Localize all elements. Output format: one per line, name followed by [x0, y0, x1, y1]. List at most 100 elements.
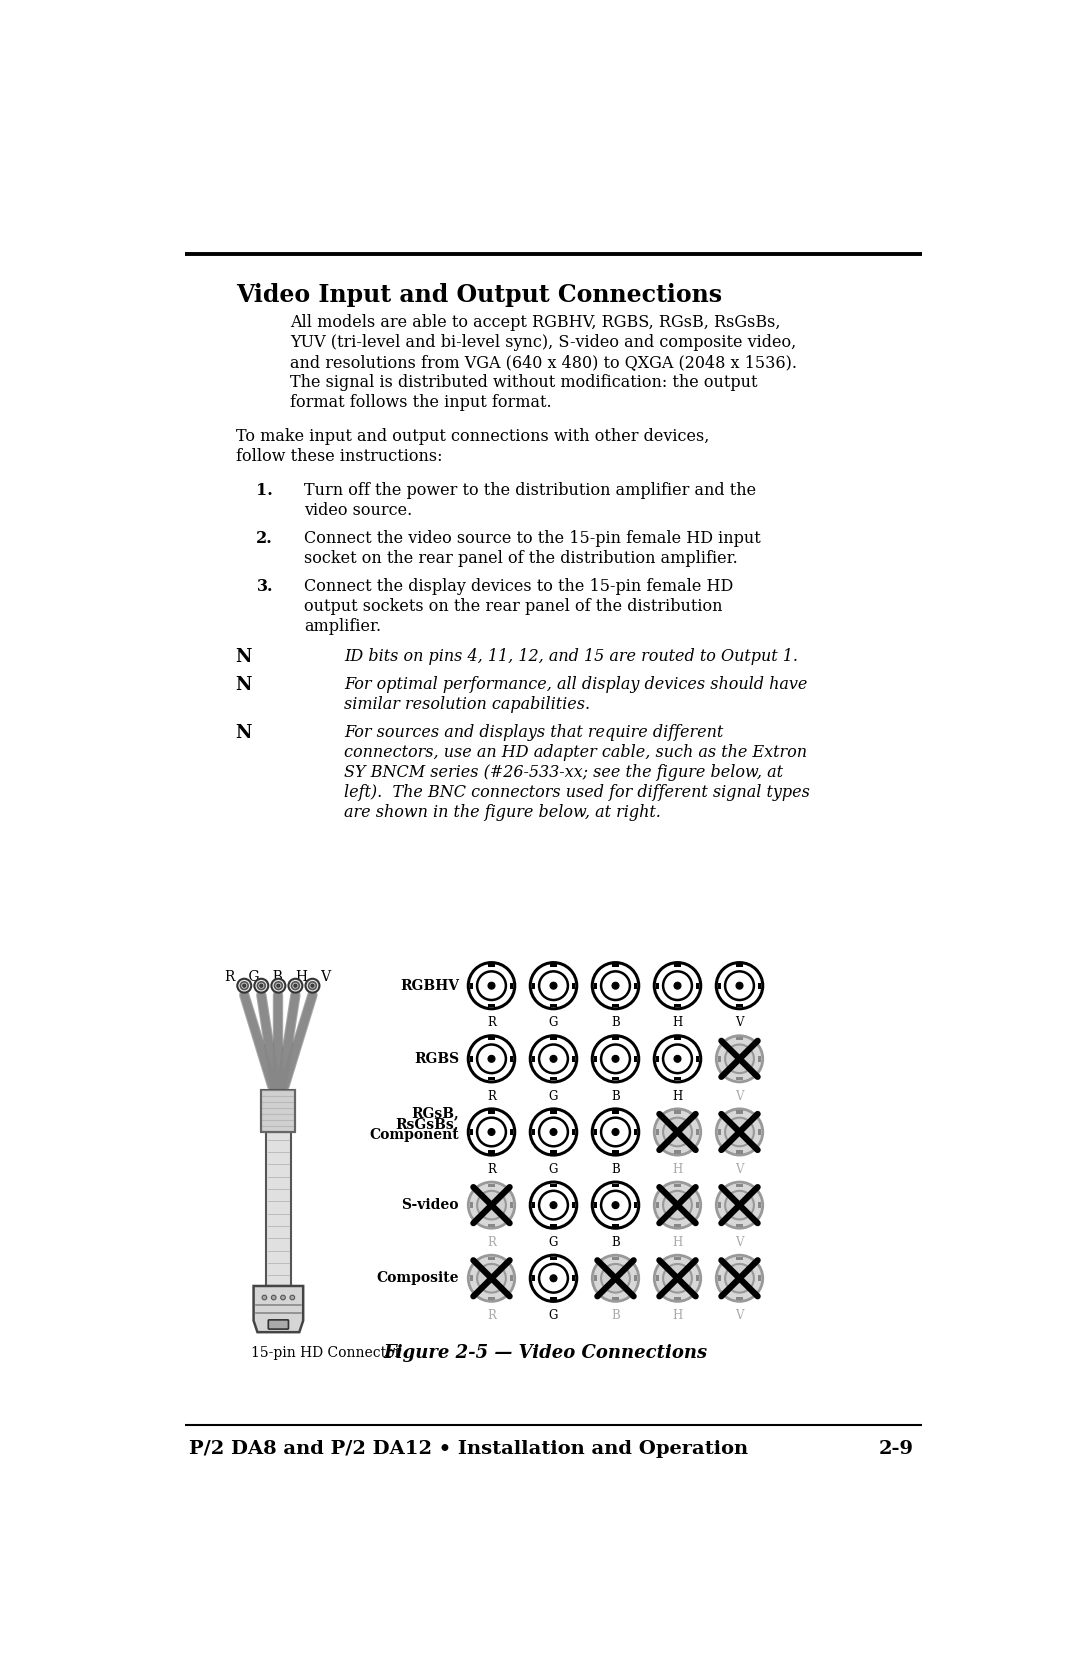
Text: N: N — [235, 676, 253, 694]
Text: similar resolution capabilities.: similar resolution capabilities. — [345, 696, 591, 713]
Text: are shown in the figure below, at right.: are shown in the figure below, at right. — [345, 804, 661, 821]
Text: socket on the rear panel of the distribution amplifier.: socket on the rear panel of the distribu… — [303, 549, 738, 567]
Text: RGsB,: RGsB, — [411, 1107, 459, 1120]
Text: 2.: 2. — [256, 529, 273, 547]
FancyBboxPatch shape — [612, 1005, 619, 1006]
FancyBboxPatch shape — [594, 1128, 597, 1135]
FancyBboxPatch shape — [737, 1150, 743, 1153]
Circle shape — [592, 963, 638, 1008]
FancyBboxPatch shape — [674, 1005, 680, 1006]
Circle shape — [488, 983, 495, 990]
Text: R: R — [487, 1016, 496, 1030]
Circle shape — [663, 1118, 692, 1147]
Circle shape — [271, 1295, 276, 1300]
Text: V: V — [735, 1163, 744, 1175]
Circle shape — [539, 1263, 568, 1292]
Text: The signal is distributed without modification: the output: The signal is distributed without modifi… — [291, 374, 757, 391]
FancyBboxPatch shape — [551, 1036, 556, 1040]
Text: 1.: 1. — [256, 482, 273, 499]
Text: V: V — [735, 1090, 744, 1103]
FancyBboxPatch shape — [531, 1275, 535, 1282]
FancyBboxPatch shape — [510, 1056, 513, 1061]
Text: V: V — [735, 1308, 744, 1322]
Text: SY BNCM series (#26-533-xx; see the figure below, at: SY BNCM series (#26-533-xx; see the figu… — [345, 764, 783, 781]
FancyBboxPatch shape — [531, 983, 535, 988]
Text: G: G — [549, 1090, 558, 1103]
Circle shape — [276, 985, 280, 988]
Text: output sockets on the rear panel of the distribution: output sockets on the rear panel of the … — [303, 598, 723, 614]
Circle shape — [291, 1295, 295, 1300]
Circle shape — [735, 1128, 743, 1135]
Text: R   G   B   H   V: R G B H V — [226, 970, 332, 985]
FancyBboxPatch shape — [674, 1297, 680, 1300]
Text: V: V — [735, 1237, 744, 1248]
Circle shape — [716, 1255, 762, 1302]
Circle shape — [602, 1263, 630, 1292]
Circle shape — [274, 981, 282, 990]
Text: Connect the video source to the 15-pin female HD input: Connect the video source to the 15-pin f… — [303, 529, 760, 547]
Circle shape — [488, 1055, 495, 1061]
FancyBboxPatch shape — [737, 1223, 743, 1227]
Circle shape — [725, 1263, 754, 1292]
Text: For sources and displays that require different: For sources and displays that require di… — [345, 724, 724, 741]
FancyBboxPatch shape — [551, 1005, 556, 1006]
Text: R: R — [487, 1237, 496, 1248]
Circle shape — [477, 1190, 505, 1220]
Circle shape — [602, 1190, 630, 1220]
Text: RGBHV: RGBHV — [400, 978, 459, 993]
Text: format follows the input format.: format follows the input format. — [291, 394, 552, 411]
FancyBboxPatch shape — [697, 1056, 699, 1061]
FancyBboxPatch shape — [551, 1150, 556, 1153]
FancyBboxPatch shape — [470, 1202, 473, 1208]
Circle shape — [654, 1036, 701, 1082]
Text: N: N — [235, 724, 253, 743]
Text: Video Input and Output Connections: Video Input and Output Connections — [235, 284, 721, 307]
Text: Composite: Composite — [377, 1272, 459, 1285]
Circle shape — [592, 1108, 638, 1155]
Text: R: R — [487, 1090, 496, 1103]
FancyBboxPatch shape — [737, 1257, 743, 1260]
FancyBboxPatch shape — [470, 1056, 473, 1061]
Circle shape — [257, 981, 266, 990]
FancyBboxPatch shape — [551, 965, 556, 968]
Circle shape — [716, 1036, 762, 1082]
Text: RsGsBs,: RsGsBs, — [395, 1117, 459, 1132]
FancyBboxPatch shape — [634, 1128, 637, 1135]
Circle shape — [477, 1118, 505, 1147]
Text: B: B — [611, 1016, 620, 1030]
FancyBboxPatch shape — [488, 1183, 495, 1187]
Circle shape — [674, 1275, 681, 1282]
Circle shape — [477, 971, 505, 1000]
Text: 2-9: 2-9 — [879, 1440, 914, 1459]
FancyBboxPatch shape — [612, 1036, 619, 1040]
Text: All models are able to accept RGBHV, RGBS, RGsB, RsGsBs,: All models are able to accept RGBHV, RGB… — [291, 314, 781, 330]
Circle shape — [592, 1255, 638, 1302]
Circle shape — [612, 1275, 619, 1282]
FancyBboxPatch shape — [594, 1056, 597, 1061]
Circle shape — [735, 1275, 743, 1282]
Circle shape — [539, 1190, 568, 1220]
FancyBboxPatch shape — [488, 1297, 495, 1300]
Circle shape — [550, 1128, 557, 1135]
Circle shape — [241, 981, 248, 990]
FancyBboxPatch shape — [488, 1036, 495, 1040]
FancyBboxPatch shape — [488, 1005, 495, 1006]
FancyBboxPatch shape — [718, 983, 721, 988]
Circle shape — [469, 1108, 515, 1155]
Circle shape — [612, 1128, 619, 1135]
FancyBboxPatch shape — [737, 965, 743, 968]
Text: Turn off the power to the distribution amplifier and the: Turn off the power to the distribution a… — [303, 482, 756, 499]
Circle shape — [294, 985, 297, 988]
FancyBboxPatch shape — [737, 1036, 743, 1040]
FancyBboxPatch shape — [656, 1202, 659, 1208]
Circle shape — [654, 1182, 701, 1228]
FancyBboxPatch shape — [488, 1150, 495, 1153]
FancyBboxPatch shape — [488, 1257, 495, 1260]
Circle shape — [477, 1263, 505, 1292]
Text: H: H — [673, 1090, 683, 1103]
Text: Connect the display devices to the 15-pin female HD: Connect the display devices to the 15-pi… — [303, 577, 733, 594]
Circle shape — [663, 971, 692, 1000]
FancyBboxPatch shape — [531, 1128, 535, 1135]
FancyBboxPatch shape — [551, 1257, 556, 1260]
Text: Component: Component — [369, 1128, 459, 1142]
